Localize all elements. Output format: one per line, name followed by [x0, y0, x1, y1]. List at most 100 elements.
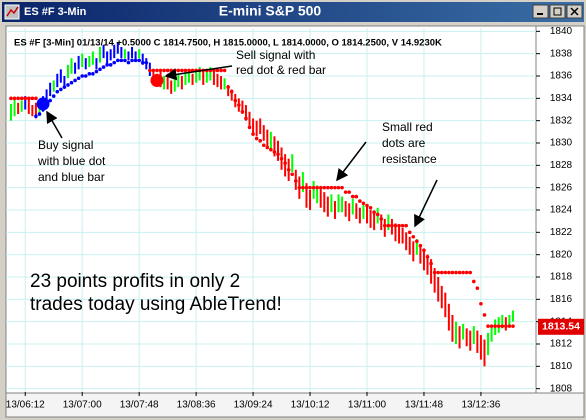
resistance-dot	[400, 223, 405, 228]
resistance-dot	[240, 109, 245, 114]
resistance-dot	[336, 185, 341, 190]
annotation-buy: and blue bar	[38, 170, 105, 184]
resistance-dot	[286, 168, 291, 172]
resistance-dot	[279, 156, 284, 161]
resistance-dot	[233, 98, 238, 103]
resistance-dot	[504, 324, 508, 328]
last-price-label: 1813.54	[542, 321, 580, 333]
resistance-dot	[461, 270, 465, 275]
annotation-resistance: dots are	[382, 136, 426, 150]
resistance-dot	[269, 147, 273, 152]
support-dot	[119, 58, 124, 63]
support-dot	[126, 60, 131, 65]
resistance-dot	[489, 324, 494, 328]
resistance-dot	[165, 68, 170, 73]
resistance-dot	[475, 286, 480, 290]
support-dot	[137, 58, 141, 63]
support-dot	[69, 80, 74, 85]
support-dot	[108, 63, 113, 67]
support-dot	[91, 71, 95, 76]
resistance-dot	[19, 96, 24, 101]
resistance-dot	[407, 230, 412, 235]
resistance-dot	[386, 223, 391, 228]
info-line: ES #F [3-Min] 01/13/14 +0.5000 C 1814.75…	[14, 38, 442, 49]
y-tick-label: 1812	[550, 339, 573, 350]
support-dot	[123, 58, 127, 63]
resistance-dot	[318, 185, 323, 190]
resistance-dot	[162, 68, 166, 73]
resistance-dot	[436, 270, 441, 275]
resistance-dot	[9, 96, 13, 101]
resistance-dot	[411, 234, 416, 239]
y-tick-label: 1840	[550, 26, 573, 37]
resistance-dot	[326, 185, 330, 190]
resistance-dot	[311, 185, 316, 190]
window-title: ES #F 3-Min	[24, 6, 87, 18]
resistance-dot	[247, 125, 252, 130]
x-tick-label: 13/07:00	[63, 400, 102, 411]
resistance-dot	[439, 270, 444, 275]
grid	[6, 28, 540, 396]
resistance-dot	[340, 185, 344, 190]
annotation-resistance: Small red	[382, 120, 433, 134]
window-buttons[interactable]	[532, 4, 583, 19]
resistance-dot	[329, 185, 334, 190]
resistance-dot	[479, 301, 483, 306]
resistance-dot	[432, 270, 437, 275]
support-dot	[144, 60, 149, 65]
resistance-dot	[507, 324, 512, 328]
maximize-button[interactable]	[549, 4, 566, 19]
marks	[9, 42, 515, 367]
resistance-dot	[390, 223, 394, 228]
y-tick-label: 1834	[550, 93, 573, 104]
x-tick-label: 13/11:00	[348, 400, 387, 411]
x-axis-panel	[5, 392, 585, 418]
resistance-dot	[251, 132, 255, 136]
annotation-buy: with blue dot	[37, 154, 106, 168]
annotation-profit: 23 points profits in only 2	[30, 271, 240, 292]
resistance-dot	[383, 223, 387, 228]
support-dot	[105, 63, 109, 67]
x-tick-label: 13/06:12	[6, 400, 45, 411]
y-tick-label: 1810	[550, 361, 573, 372]
resistance-dot	[468, 270, 473, 275]
annotation-resistance: resistance	[382, 152, 437, 166]
resistance-dot	[368, 205, 373, 210]
resistance-dot	[443, 270, 448, 275]
resistance-dot	[472, 279, 476, 284]
resistance-dot	[422, 248, 426, 252]
x-tick-label: 13/10:12	[291, 400, 330, 411]
resistance-dot	[365, 203, 369, 208]
resistance-dot	[254, 136, 259, 141]
y-tick-label: 1836	[550, 71, 573, 82]
resistance-dot	[176, 68, 181, 73]
resistance-dot	[180, 68, 184, 73]
resistance-dot	[322, 185, 327, 190]
annotation-sell: Sell signal with	[236, 48, 315, 62]
resistance-dot	[187, 68, 191, 73]
arrow	[46, 110, 63, 139]
resistance-dot	[397, 223, 401, 228]
resistance-dot	[496, 324, 501, 328]
resistance-dot	[454, 270, 458, 275]
support-dot	[48, 98, 52, 103]
support-dot	[140, 60, 145, 65]
resistance-dot	[23, 96, 28, 101]
minimize-button[interactable]	[532, 4, 549, 19]
support-dot	[98, 67, 102, 72]
resistance-dot	[393, 223, 398, 228]
resistance-dot	[450, 270, 455, 275]
support-dot	[37, 112, 42, 116]
support-dot	[62, 85, 67, 89]
x-tick-label: 13/09:24	[234, 400, 273, 411]
resistance-dot	[237, 103, 241, 107]
y-tick-label: 1818	[550, 272, 573, 283]
resistance-dot	[511, 324, 515, 328]
arrow	[164, 65, 233, 81]
support-dot	[55, 89, 60, 94]
resistance-dot	[500, 324, 505, 328]
resistance-dot	[415, 239, 419, 244]
resistance-dot	[265, 145, 270, 150]
resistance-dot	[183, 68, 188, 73]
